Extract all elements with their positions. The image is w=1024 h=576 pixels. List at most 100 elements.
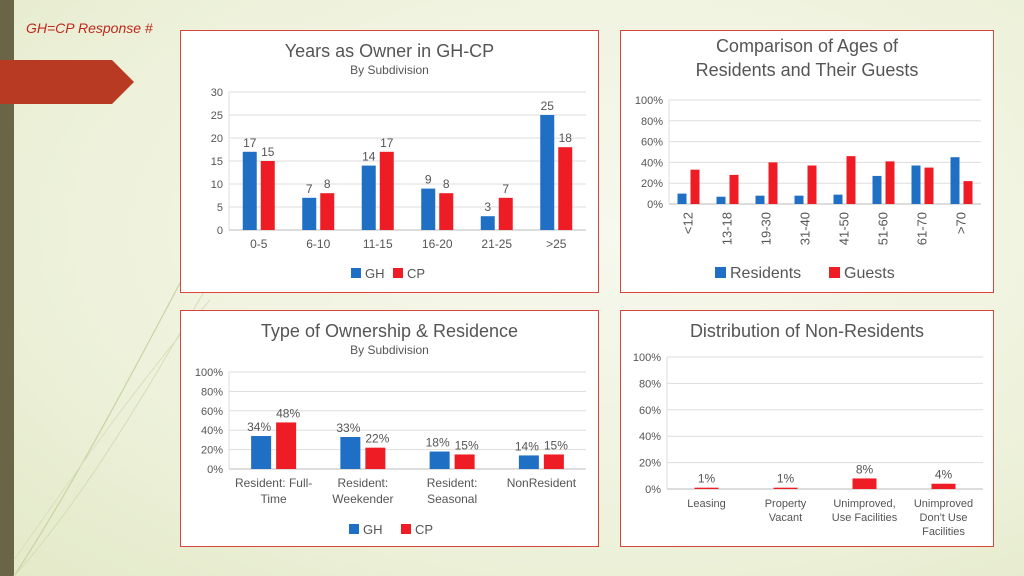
x-tick-label: Use Facilities — [832, 512, 898, 524]
x-tick-label: 21-25 — [481, 237, 512, 251]
x-tick-label: Don't Use — [920, 512, 968, 524]
bar-gh — [429, 451, 450, 469]
data-label: 9 — [425, 173, 432, 187]
legend-swatch-cp — [393, 268, 403, 278]
legend-label-residents: Residents — [730, 265, 801, 282]
data-label: 8% — [856, 462, 874, 476]
bar-guests — [807, 165, 817, 204]
y-tick-label: 20% — [201, 445, 223, 457]
x-tick-label: 31-40 — [798, 212, 813, 245]
bar-gh — [518, 455, 539, 469]
legend-label-cp: CP — [407, 266, 425, 281]
y-tick-label: 25 — [211, 110, 223, 122]
bar-cp — [558, 147, 573, 230]
data-label: 14% — [515, 439, 539, 453]
bar-residents — [833, 194, 843, 204]
bar-guests — [924, 167, 934, 204]
left-accent-bar — [0, 0, 14, 576]
x-tick-label: NonResident — [507, 476, 577, 490]
data-label: 8 — [324, 177, 331, 191]
bar-residents — [677, 193, 687, 204]
bar-residents — [872, 175, 882, 204]
x-tick-label: Seasonal — [427, 492, 477, 506]
bar-gh — [242, 151, 257, 230]
data-label: 25 — [541, 99, 555, 113]
x-tick-label: Vacant — [769, 512, 802, 524]
y-tick-label: 80% — [641, 116, 663, 128]
legend-label-gh: GH — [365, 266, 385, 281]
panel-ages: Comparison of Ages of Residents and Thei… — [620, 30, 994, 293]
panel-years-owner: Years as Owner in GH-CP By Subdivision 0… — [180, 30, 599, 293]
x-tick-label: 19-30 — [759, 212, 774, 245]
y-tick-label: 5 — [217, 202, 223, 214]
bar-gh — [302, 197, 317, 230]
x-tick-label: 13-18 — [720, 212, 735, 245]
x-tick-label: Property — [765, 498, 807, 510]
y-tick-label: 100% — [635, 95, 663, 107]
data-label: 17 — [380, 136, 394, 150]
bar-gh — [361, 165, 376, 230]
legend-swatch-guests — [829, 267, 840, 278]
y-tick-label: 40% — [641, 157, 663, 169]
bar-cp — [454, 454, 475, 469]
x-tick-label: 6-10 — [306, 237, 330, 251]
bar-gh — [480, 216, 495, 230]
red-arrow-shape — [0, 60, 134, 104]
bar-residents — [755, 195, 765, 204]
bar-residents — [911, 165, 921, 204]
legend-label-cp: CP — [415, 522, 433, 537]
data-label: 15 — [261, 145, 275, 159]
bar-guests — [885, 161, 895, 204]
x-tick-label: Unimproved, — [833, 498, 895, 510]
y-tick-label: 15 — [211, 156, 223, 168]
y-tick-label: 0% — [207, 464, 223, 476]
x-tick-label: Time — [261, 492, 288, 506]
ownership-chart: 0% 20% 40% 60% 80% 100% 34% 33% 18% 14% 48% 22% 15% 1… — [195, 367, 586, 537]
chart-title: Years as Owner in GH-CP — [284, 41, 495, 61]
bar-cp — [931, 483, 956, 489]
bar-cp — [498, 197, 513, 230]
bar-residents — [794, 195, 804, 204]
bar-gh — [421, 188, 436, 230]
bar-cp — [543, 454, 564, 469]
x-tick-label: Resident: — [427, 476, 478, 490]
data-label: 1% — [698, 472, 716, 486]
x-tick-label: 0-5 — [250, 237, 268, 251]
chart-subtitle: By Subdivision — [350, 343, 429, 357]
x-tick-label: Weekender — [332, 492, 393, 506]
y-tick-label: 0 — [217, 225, 223, 237]
panel-ownership: Type of Ownership & Residence By Subdivi… — [180, 310, 599, 547]
bar-cp — [260, 161, 275, 230]
y-tick-label: 40% — [639, 431, 661, 443]
x-tick-label: 41-50 — [837, 212, 852, 245]
bar-cp — [439, 193, 454, 230]
data-label: 15% — [455, 438, 479, 452]
x-tick-label: 61-70 — [915, 212, 930, 245]
bar-cp — [773, 487, 798, 489]
data-label: 17 — [243, 136, 257, 150]
bar-gh — [540, 115, 555, 230]
bar-cp — [852, 478, 877, 489]
bar-gh — [251, 436, 272, 469]
bar-guests — [768, 162, 778, 204]
x-tick-label: Resident: Full- — [235, 476, 312, 490]
bar-cp — [379, 151, 394, 230]
x-tick-label: Leasing — [687, 498, 726, 510]
y-tick-label: 20% — [639, 458, 661, 470]
bar-guests — [846, 156, 856, 204]
chart-title: Distribution of Non-Residents — [689, 321, 925, 341]
bar-cp — [276, 422, 297, 469]
data-label: 3 — [484, 200, 491, 214]
data-label: 18% — [426, 436, 450, 450]
y-tick-label: 80% — [639, 378, 661, 390]
y-tick-label: 10 — [211, 179, 223, 191]
y-tick-label: 0% — [645, 484, 661, 496]
x-tick-label: 11-15 — [363, 237, 393, 251]
bar-guests — [729, 174, 739, 204]
nonresidents-chart: 0% 20% 40% 60% 80% 100% 1% 1% 8% 4% Leasing Propert… — [633, 352, 983, 538]
header-label: GH=CP Response # — [26, 20, 153, 36]
data-label: 8 — [443, 177, 450, 191]
legend-swatch-gh — [349, 524, 359, 534]
y-tick-label: 60% — [639, 405, 661, 417]
